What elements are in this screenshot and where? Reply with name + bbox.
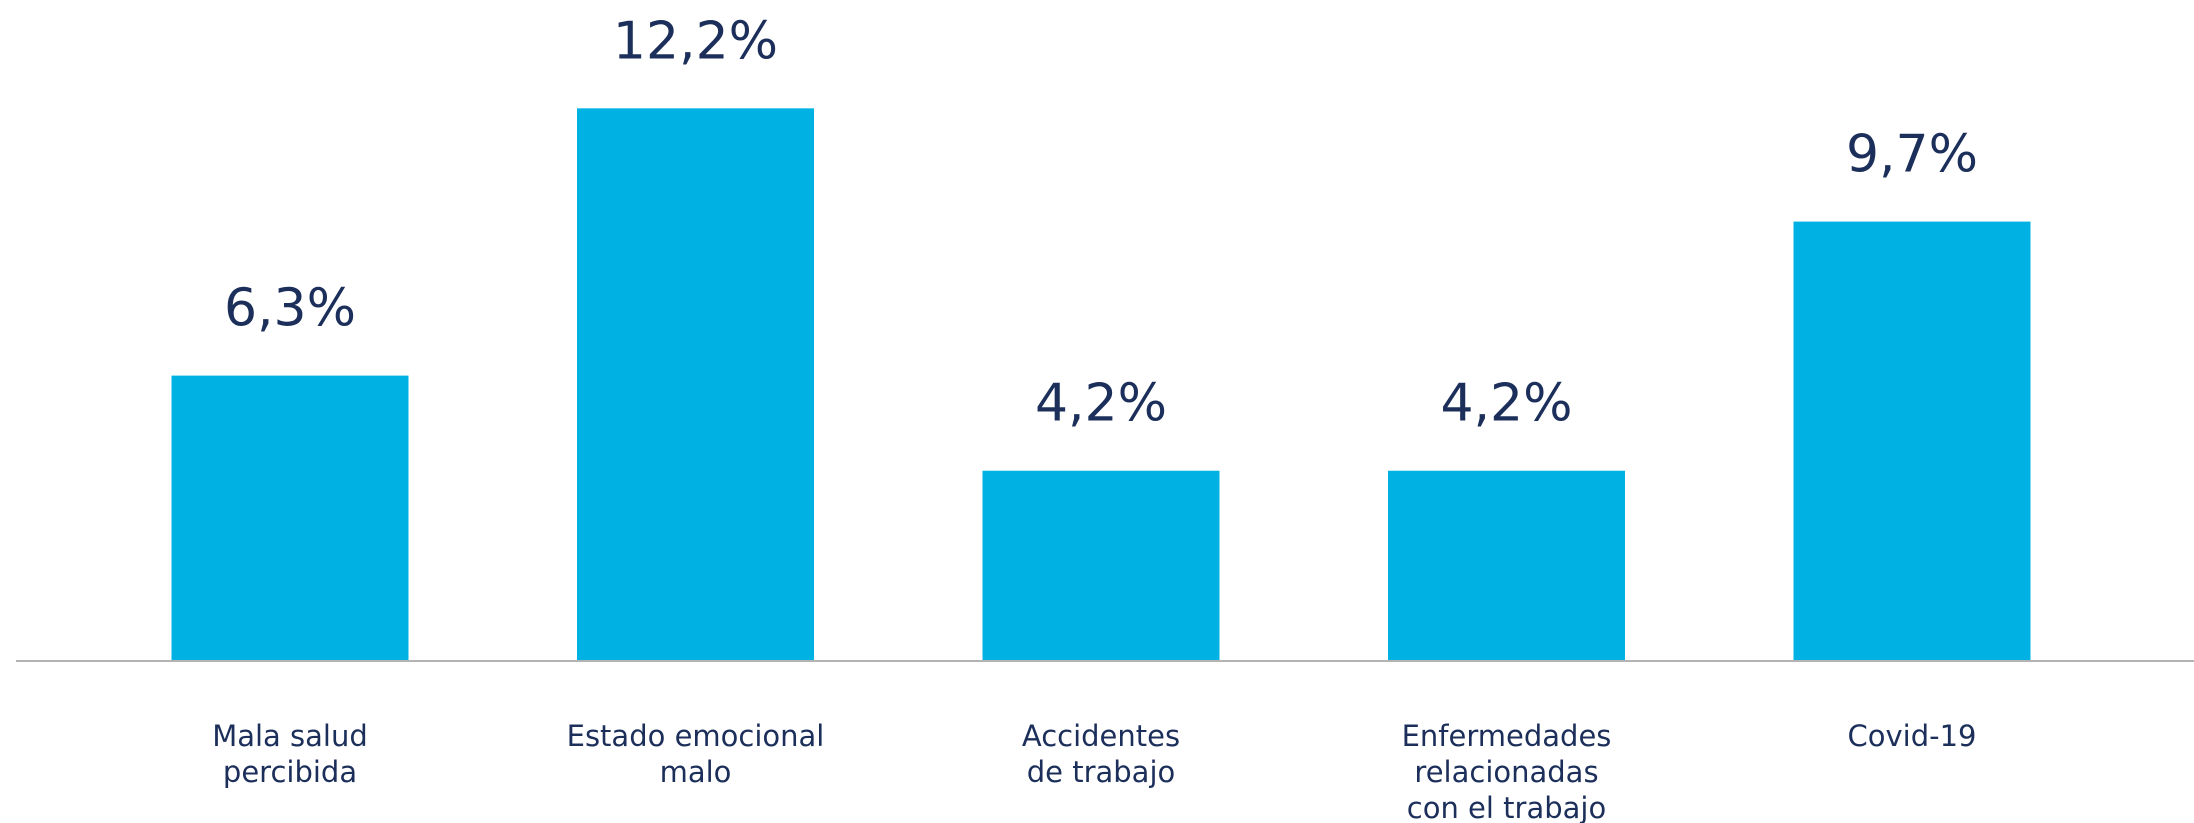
x-tick-label: de trabajo bbox=[1027, 755, 1176, 789]
x-tick-label: relacionadas bbox=[1414, 755, 1598, 789]
x-tick-label: Mala salud bbox=[212, 719, 368, 753]
x-tick-label: Covid-19 bbox=[1848, 719, 1977, 753]
data-label: 6,3% bbox=[224, 279, 356, 339]
bar bbox=[1793, 221, 2031, 661]
x-tick-label: Estado emocional bbox=[567, 719, 825, 753]
bar bbox=[982, 470, 1220, 661]
bars-group bbox=[171, 108, 2031, 662]
x-tick-label: Enfermedades bbox=[1402, 719, 1612, 753]
x-tick-label: con el trabajo bbox=[1407, 791, 1606, 823]
data-label: 9,7% bbox=[1846, 125, 1978, 185]
bar bbox=[1388, 470, 1625, 661]
bar bbox=[577, 108, 814, 662]
x-tick-label: malo bbox=[660, 755, 732, 789]
data-label: 4,2% bbox=[1440, 374, 1572, 434]
bar bbox=[171, 375, 409, 661]
data-label: 12,2% bbox=[613, 11, 778, 71]
x-tick-label: percibida bbox=[223, 755, 357, 789]
data-label: 4,2% bbox=[1035, 374, 1167, 434]
value-labels-group: 6,3% 12,2% 4,2% 4,2% 9,7% bbox=[224, 11, 1978, 433]
x-tick-label: Accidentes bbox=[1022, 719, 1180, 753]
